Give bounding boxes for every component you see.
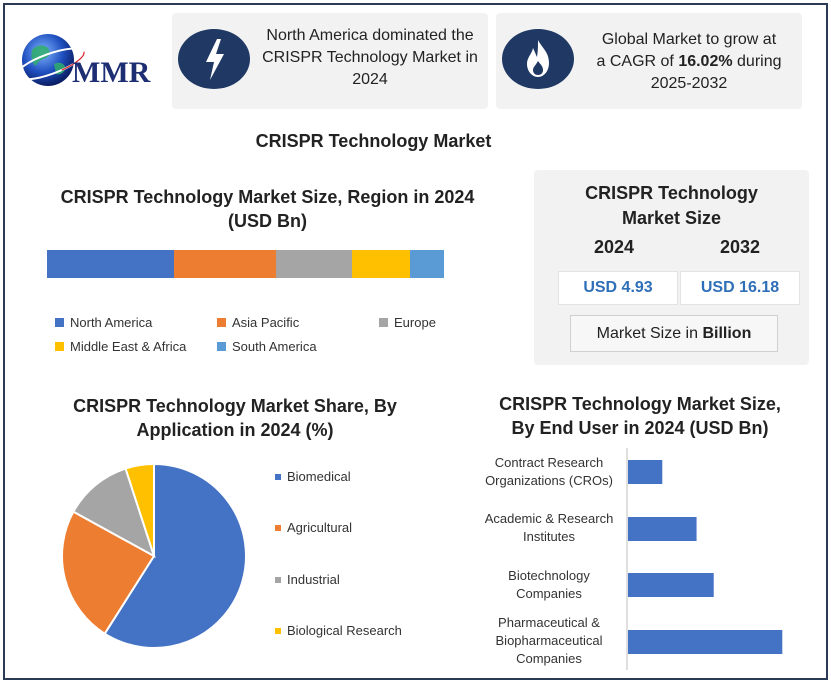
region-bar-segment bbox=[173, 250, 276, 278]
enduser-bar-chart bbox=[626, 448, 783, 670]
region-legend-item: Asia Pacific bbox=[217, 315, 299, 330]
enduser-category-label: Biotechnology Companies bbox=[464, 567, 634, 603]
cagr-value: 16.02% bbox=[678, 53, 733, 70]
label-line: Companies bbox=[516, 586, 582, 601]
title-line: CRISPR Technology Market Share, By bbox=[73, 396, 397, 416]
unit-bold: Billion bbox=[702, 325, 752, 342]
label-line: Biotechnology bbox=[508, 568, 590, 583]
title-line: CRISPR Technology Market Size, bbox=[499, 394, 781, 414]
legend-label: Middle East & Africa bbox=[70, 339, 187, 354]
application-legend-item: Biological Research bbox=[275, 623, 402, 638]
enduser-category-label: Pharmaceutical & Biopharmaceutical Compani… bbox=[464, 614, 634, 668]
info-text-cagr: Global Market to grow at a CAGR of 16.02… bbox=[582, 29, 796, 95]
info-line: North America dominated the bbox=[266, 27, 474, 44]
legend-swatch bbox=[275, 576, 281, 583]
fire-icon bbox=[502, 29, 574, 89]
info-text-region: North America dominated the CRISPR Techn… bbox=[254, 25, 486, 91]
title-line: (USD Bn) bbox=[228, 211, 307, 231]
legend-label: Agricultural bbox=[287, 520, 353, 535]
application-legend-item: Industrial bbox=[275, 572, 340, 587]
pie-slice bbox=[103, 462, 247, 649]
legend-label: Europe bbox=[394, 315, 436, 330]
region-bar-segment bbox=[351, 250, 411, 278]
page-title: CRISPR Technology Market bbox=[255, 131, 492, 151]
pie-slice bbox=[124, 462, 155, 557]
unit-prefix: Market Size in bbox=[596, 325, 703, 342]
legend-label: Biological Research bbox=[287, 623, 402, 638]
info-line: a CAGR of 16.02% during bbox=[582, 51, 796, 73]
title-line: Application in 2024 (%) bbox=[136, 420, 334, 440]
legend-swatch bbox=[379, 318, 388, 327]
info-line: CRISPR Technology Market in bbox=[262, 49, 478, 66]
info-line: Global Market to grow at bbox=[601, 31, 777, 48]
info-line: 2025-2032 bbox=[650, 75, 728, 92]
enduser-bar bbox=[628, 573, 714, 597]
legend-label: Biomedical bbox=[287, 469, 351, 484]
legend-swatch bbox=[55, 318, 64, 327]
legend-label: South America bbox=[232, 339, 317, 354]
mmr-logo: MMR bbox=[12, 20, 162, 100]
region-legend-item: Europe bbox=[379, 315, 436, 330]
application-pie-chart bbox=[61, 462, 247, 649]
legend-swatch bbox=[275, 473, 281, 480]
legend-swatch bbox=[217, 342, 226, 351]
region-stacked-bar bbox=[47, 250, 444, 278]
pie-slice bbox=[61, 510, 156, 636]
enduser-bar bbox=[628, 517, 697, 541]
application-chart-title: CRISPR Technology Market Share, By Appli… bbox=[20, 394, 450, 442]
legend-swatch bbox=[275, 524, 281, 531]
legend-label: Industrial bbox=[287, 572, 340, 587]
enduser-category-label: Contract Research Organizations (CROs) bbox=[464, 454, 634, 490]
info-card-region: North America dominated the CRISPR Techn… bbox=[172, 13, 488, 109]
region-legend-item: South America bbox=[217, 339, 317, 354]
label-line: Biopharmaceutical bbox=[495, 633, 603, 648]
application-legend-item: Agricultural bbox=[275, 520, 352, 535]
legend-label: Asia Pacific bbox=[232, 315, 300, 330]
title-line: CRISPR Technology Market Size, Region in… bbox=[60, 187, 475, 207]
enduser-bar bbox=[628, 460, 663, 484]
legend-swatch bbox=[275, 627, 281, 634]
year-2032: 2032 bbox=[720, 237, 761, 257]
label-line: Contract Research bbox=[494, 455, 604, 470]
legend-swatch bbox=[55, 342, 64, 351]
logo-text: MMR bbox=[72, 56, 151, 89]
info-text-span: during bbox=[732, 53, 782, 70]
title-line: By End User in 2024 (USD Bn) bbox=[511, 418, 769, 438]
enduser-bar bbox=[628, 630, 783, 654]
region-bar-segment bbox=[275, 250, 352, 278]
region-chart-title: CRISPR Technology Market Size, Region in… bbox=[55, 185, 480, 233]
label-line: Companies bbox=[516, 651, 582, 666]
enduser-category-label: Academic & Research Institutes bbox=[464, 510, 634, 546]
enduser-chart-title: CRISPR Technology Market Size, By End Us… bbox=[470, 392, 810, 440]
label-line: Academic & Research bbox=[484, 511, 614, 526]
value-2024: USD 4.93 bbox=[558, 271, 678, 305]
market-size-card: CRISPR Technology Market Size 2024 2032 … bbox=[534, 170, 809, 365]
unit-label: Market Size in Billion bbox=[570, 315, 778, 352]
info-card-cagr: Global Market to grow at a CAGR of 16.02… bbox=[496, 13, 802, 109]
label-line: Pharmaceutical & bbox=[498, 615, 600, 630]
region-legend-item: North America bbox=[55, 315, 152, 330]
region-legend-item: Middle East & Africa bbox=[55, 339, 186, 354]
year-2024: 2024 bbox=[594, 237, 635, 257]
market-size-title: CRISPR Technology Market Size bbox=[534, 181, 809, 231]
pie-slice bbox=[72, 467, 156, 559]
region-bar-segment bbox=[410, 250, 444, 278]
legend-swatch bbox=[217, 318, 226, 327]
application-legend-item: Biomedical bbox=[275, 469, 351, 484]
legend-label: North America bbox=[70, 315, 153, 330]
globe-icon bbox=[14, 34, 86, 86]
value-2032: USD 16.18 bbox=[680, 271, 800, 305]
label-line: Organizations (CROs) bbox=[485, 473, 613, 488]
region-bar-segment bbox=[47, 250, 174, 278]
title-line: CRISPR Technology bbox=[585, 183, 758, 203]
lightning-icon bbox=[178, 29, 250, 89]
info-line: 2024 bbox=[352, 71, 388, 88]
info-text-span: a CAGR of bbox=[596, 53, 679, 70]
title-line: Market Size bbox=[621, 208, 722, 228]
label-line: Institutes bbox=[522, 529, 576, 544]
